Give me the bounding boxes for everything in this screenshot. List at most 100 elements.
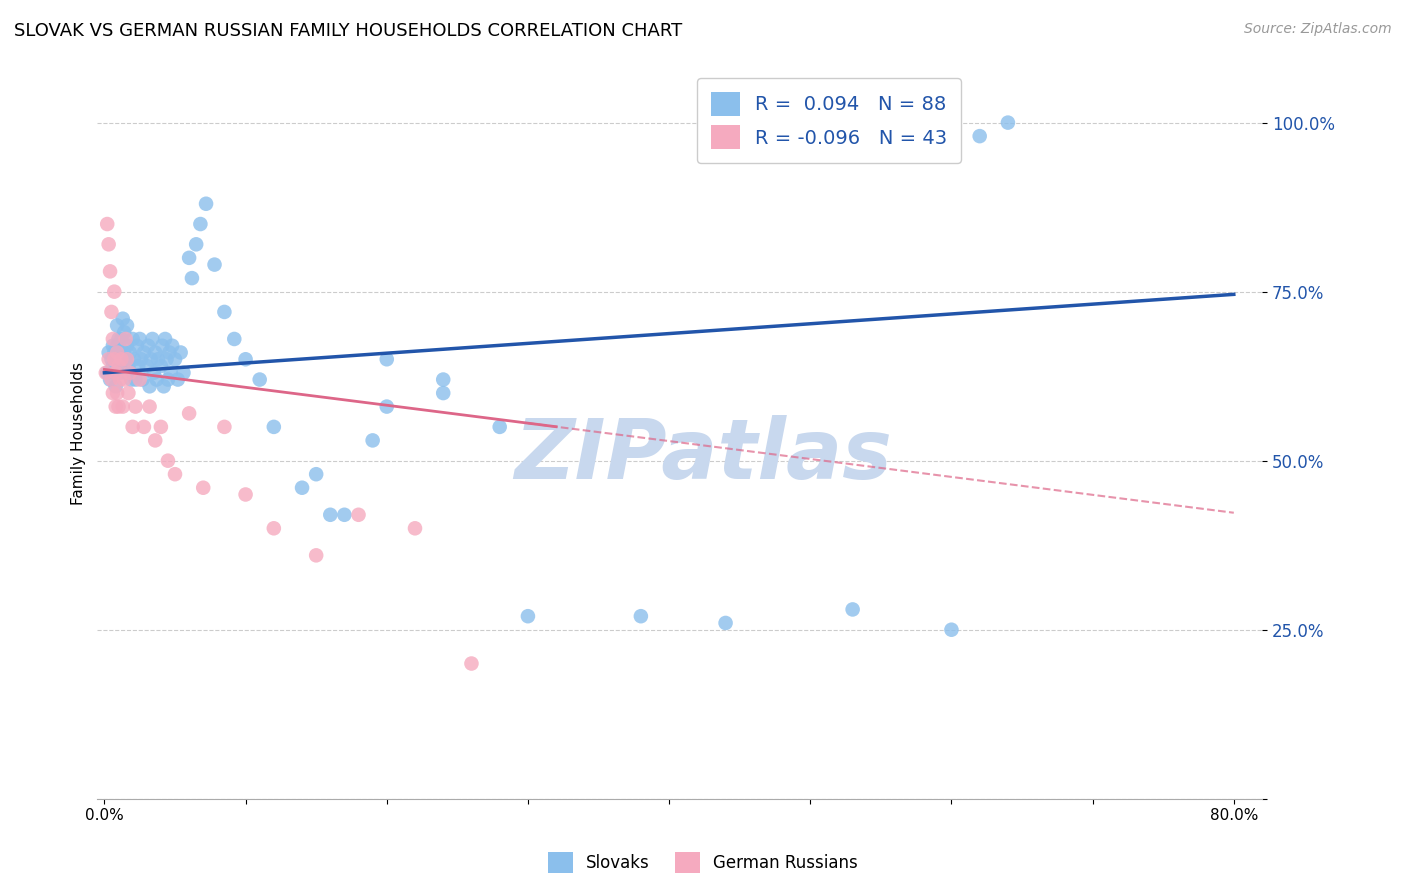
Point [110,332,132,346]
Point [98,264,121,278]
Point [375,400,398,414]
Point [263,420,285,434]
Point [100,305,122,319]
Point [127,359,149,373]
Point [112,325,135,339]
Point [104,400,127,414]
Point [969,129,991,144]
Point [186,237,208,252]
Point [103,366,125,380]
Point [156,453,179,467]
Point [630,609,652,624]
Point [160,339,183,353]
Point [195,196,218,211]
Point [142,366,165,380]
Point [97,237,120,252]
Point [112,373,135,387]
Point [432,386,454,401]
Point [347,508,370,522]
Point [157,345,180,359]
Point [114,366,136,380]
Text: ZIPatlas: ZIPatlas [515,415,891,496]
Point [124,373,146,387]
Point [193,481,215,495]
Point [101,386,124,401]
Point [143,345,166,359]
Point [291,481,314,495]
Point [141,332,163,346]
Point [375,352,398,367]
Point [105,339,128,353]
Point [110,352,132,367]
Point [94,366,117,380]
Point [163,467,186,482]
Point [129,352,152,367]
Point [179,406,201,420]
Point [361,434,384,448]
Point [121,332,143,346]
Point [107,400,129,414]
Point [139,352,162,367]
Point [305,467,328,482]
Point [488,420,510,434]
Point [111,311,134,326]
Point [104,359,127,373]
Point [333,508,356,522]
Point [97,352,120,367]
Point [263,521,285,535]
Text: Source: ZipAtlas.com: Source: ZipAtlas.com [1244,22,1392,37]
Point [432,373,454,387]
Point [108,373,131,387]
Point [214,420,236,434]
Point [105,318,128,333]
Point [149,420,172,434]
Point [156,373,179,387]
Point [128,332,150,346]
Point [172,366,194,380]
Point [114,332,136,346]
Point [460,657,482,671]
Point [163,352,186,367]
Point [153,332,176,346]
Point [143,434,166,448]
Point [107,332,129,346]
Legend: R =  0.094   N = 88, R = -0.096   N = 43: R = 0.094 N = 88, R = -0.096 N = 43 [697,78,962,162]
Point [145,373,167,387]
Point [114,352,136,367]
Point [136,339,159,353]
Point [941,623,963,637]
Point [107,359,129,373]
Point [96,366,118,380]
Point [117,359,139,373]
Point [235,487,257,501]
Point [97,345,120,359]
Point [155,352,177,367]
Point [118,345,141,359]
Point [98,373,121,387]
Point [103,345,125,359]
Point [107,359,129,373]
Point [841,602,863,616]
Point [101,339,124,353]
Point [115,339,138,353]
Point [135,359,157,373]
Text: SLOVAK VS GERMAN RUSSIAN FAMILY HOUSEHOLDS CORRELATION CHART: SLOVAK VS GERMAN RUSSIAN FAMILY HOUSEHOL… [14,22,682,40]
Point [101,359,124,373]
Point [125,339,148,353]
Point [179,251,201,265]
Point [204,258,226,272]
Point [111,400,134,414]
Point [112,345,135,359]
Point [150,339,173,353]
Point [190,217,212,231]
Point [105,345,128,359]
Point [124,400,146,414]
Point [115,318,138,333]
Point [122,352,145,367]
Point [104,366,127,380]
Point [110,352,132,367]
Point [146,352,169,367]
Point [319,508,342,522]
Point [152,379,174,393]
Point [997,115,1019,129]
